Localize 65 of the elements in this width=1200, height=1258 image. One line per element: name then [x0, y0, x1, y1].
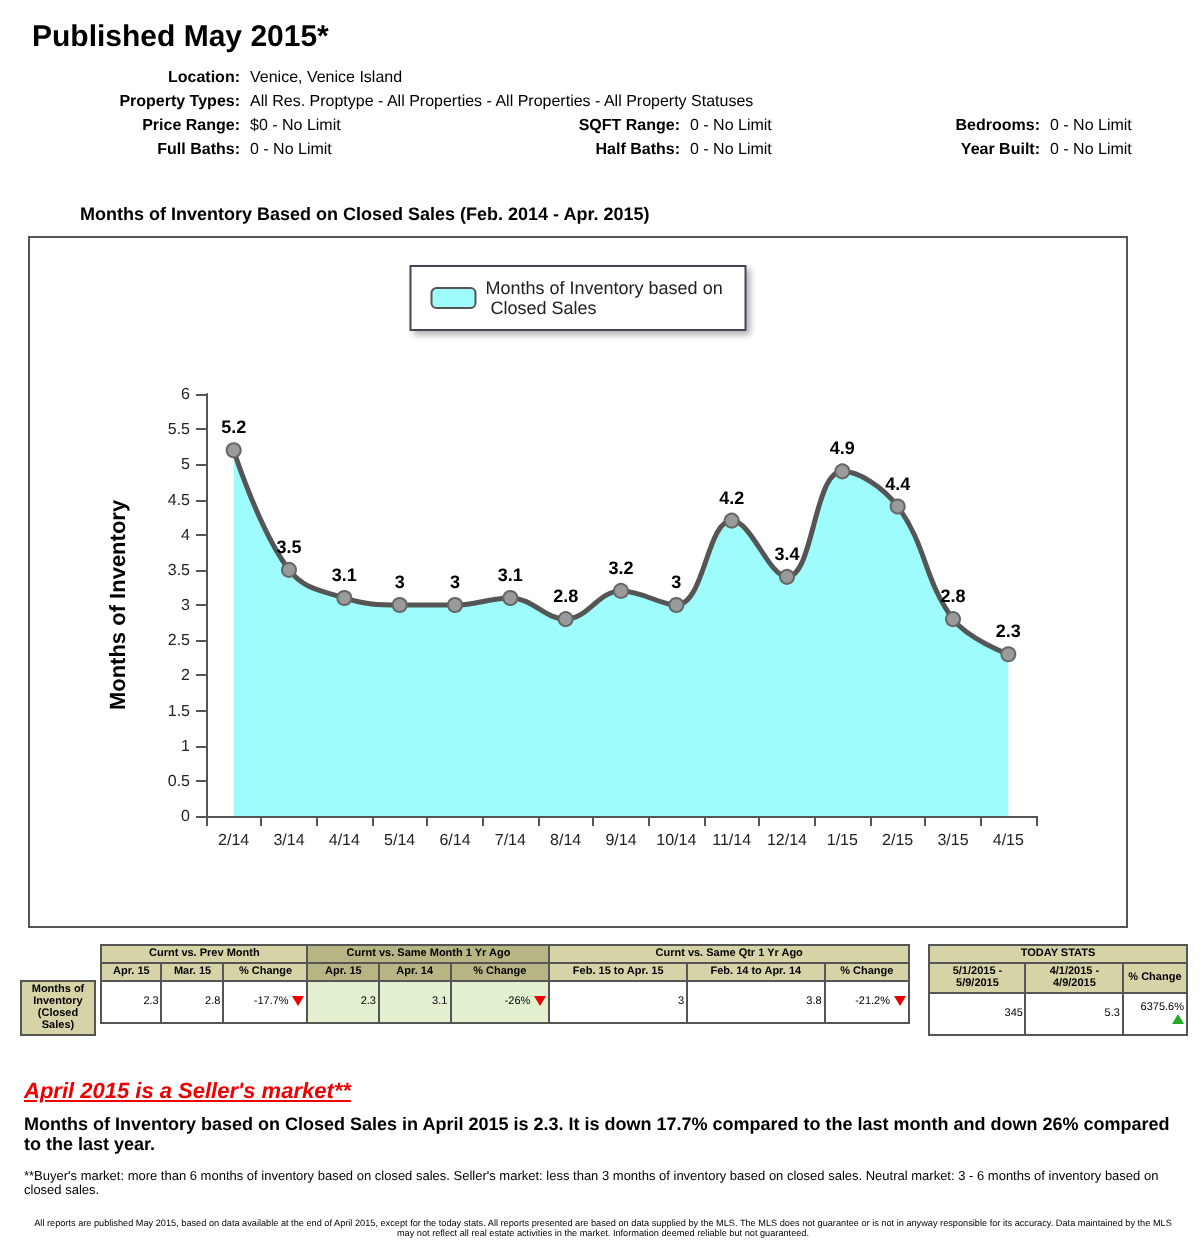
text: Full Baths:: [155, 140, 240, 158]
x-tick-label: 3/15: [937, 831, 970, 849]
text: Bedrooms:: [953, 116, 1040, 134]
x-tick-label: 4/14: [328, 831, 361, 849]
data-label: 3.4: [774, 543, 800, 564]
text: 0 - No Limit: [690, 140, 772, 158]
x-tick-label: 11/14: [712, 831, 753, 849]
data-label: 3: [394, 572, 405, 592]
text: All Res. Proptype - All Properties - All Properties - All Property Statuses: [250, 92, 754, 110]
text: Published May 2015*: [32, 20, 329, 54]
data-label: 4.4: [885, 473, 911, 494]
text: Half Baths:: [593, 140, 680, 158]
x-tick-label: 12/14: [766, 831, 809, 849]
legend-label: Months of Inventory based on Closed Sales: [485, 278, 723, 318]
data-label: 4.9: [829, 438, 855, 459]
text: 0 - No Limit: [690, 116, 772, 134]
y-tick-label: 1.5: [167, 701, 192, 720]
y-tick-label: 2.5: [167, 631, 192, 650]
data-label: 3.2: [608, 557, 634, 578]
x-tick-label: 9/14: [605, 831, 638, 849]
x-tick-label: 4/15: [992, 831, 1025, 849]
y-tick-label: 0: [181, 807, 192, 825]
y-axis-title: Months of Inventory: [107, 498, 131, 711]
data-label: 2.3: [995, 621, 1021, 642]
text: 0 - No Limit: [1050, 140, 1132, 158]
y-tick-label: 6: [181, 385, 192, 403]
text: 0 - No Limit: [250, 140, 332, 158]
y-tick-label: 4.5: [167, 490, 192, 509]
text: 0 - No Limit: [1050, 116, 1132, 134]
data-label: 3.5: [276, 536, 302, 557]
chart-title: Months of Inventory Based on Closed Sales (Feb. 2014 - Apr. 2015): [80, 204, 650, 224]
y-tick-label: 3.5: [167, 560, 192, 579]
x-tick-label: 7/14: [494, 831, 527, 849]
y-tick-label: 3: [181, 596, 192, 614]
y-tick-label: 5: [181, 455, 192, 474]
text: Months of Inventory based on Closed Sales in April 2015 is 2.3. It is down 17.7% compared to the last month and down 26% compared to the last year.: [24, 1114, 1172, 1154]
text: SQFT Range:: [576, 116, 680, 134]
data-label: 5.2: [221, 417, 247, 438]
text: Location:: [166, 68, 240, 86]
text: Year Built:: [958, 140, 1040, 158]
text: Property Types:: [117, 92, 240, 110]
x-tick-label: 3/14: [273, 831, 306, 849]
text: Price Range:: [140, 116, 240, 134]
x-tick-label: 5/14: [384, 831, 417, 849]
data-label: 3.1: [331, 564, 357, 585]
data-label: 2.8: [553, 586, 579, 607]
text: April 2015 is a Seller's market**: [24, 1080, 351, 1104]
data-label: 3: [449, 572, 461, 592]
x-tick-label: 6/14: [439, 831, 472, 849]
text: $0 - No Limit: [250, 116, 341, 134]
y-tick-label: 5.5: [167, 420, 192, 439]
data-label: 2.8: [940, 586, 966, 607]
data-label: 3: [671, 572, 682, 592]
x-tick-label: 8/14: [550, 831, 583, 849]
y-tick-label: 2: [181, 666, 192, 685]
data-label: 4.2: [719, 487, 745, 508]
y-tick-label: 4: [181, 525, 192, 544]
text: Venice, Venice Island: [250, 68, 403, 86]
x-tick-label: 1/15: [826, 831, 859, 849]
x-tick-label: 2/14: [218, 831, 251, 849]
y-tick-label: 0.5: [167, 771, 192, 790]
x-tick-label: 10/14: [656, 831, 698, 849]
data-label: 3.1: [497, 564, 523, 585]
x-tick-label: 2/15: [882, 831, 915, 849]
y-tick-label: 1: [181, 736, 192, 755]
